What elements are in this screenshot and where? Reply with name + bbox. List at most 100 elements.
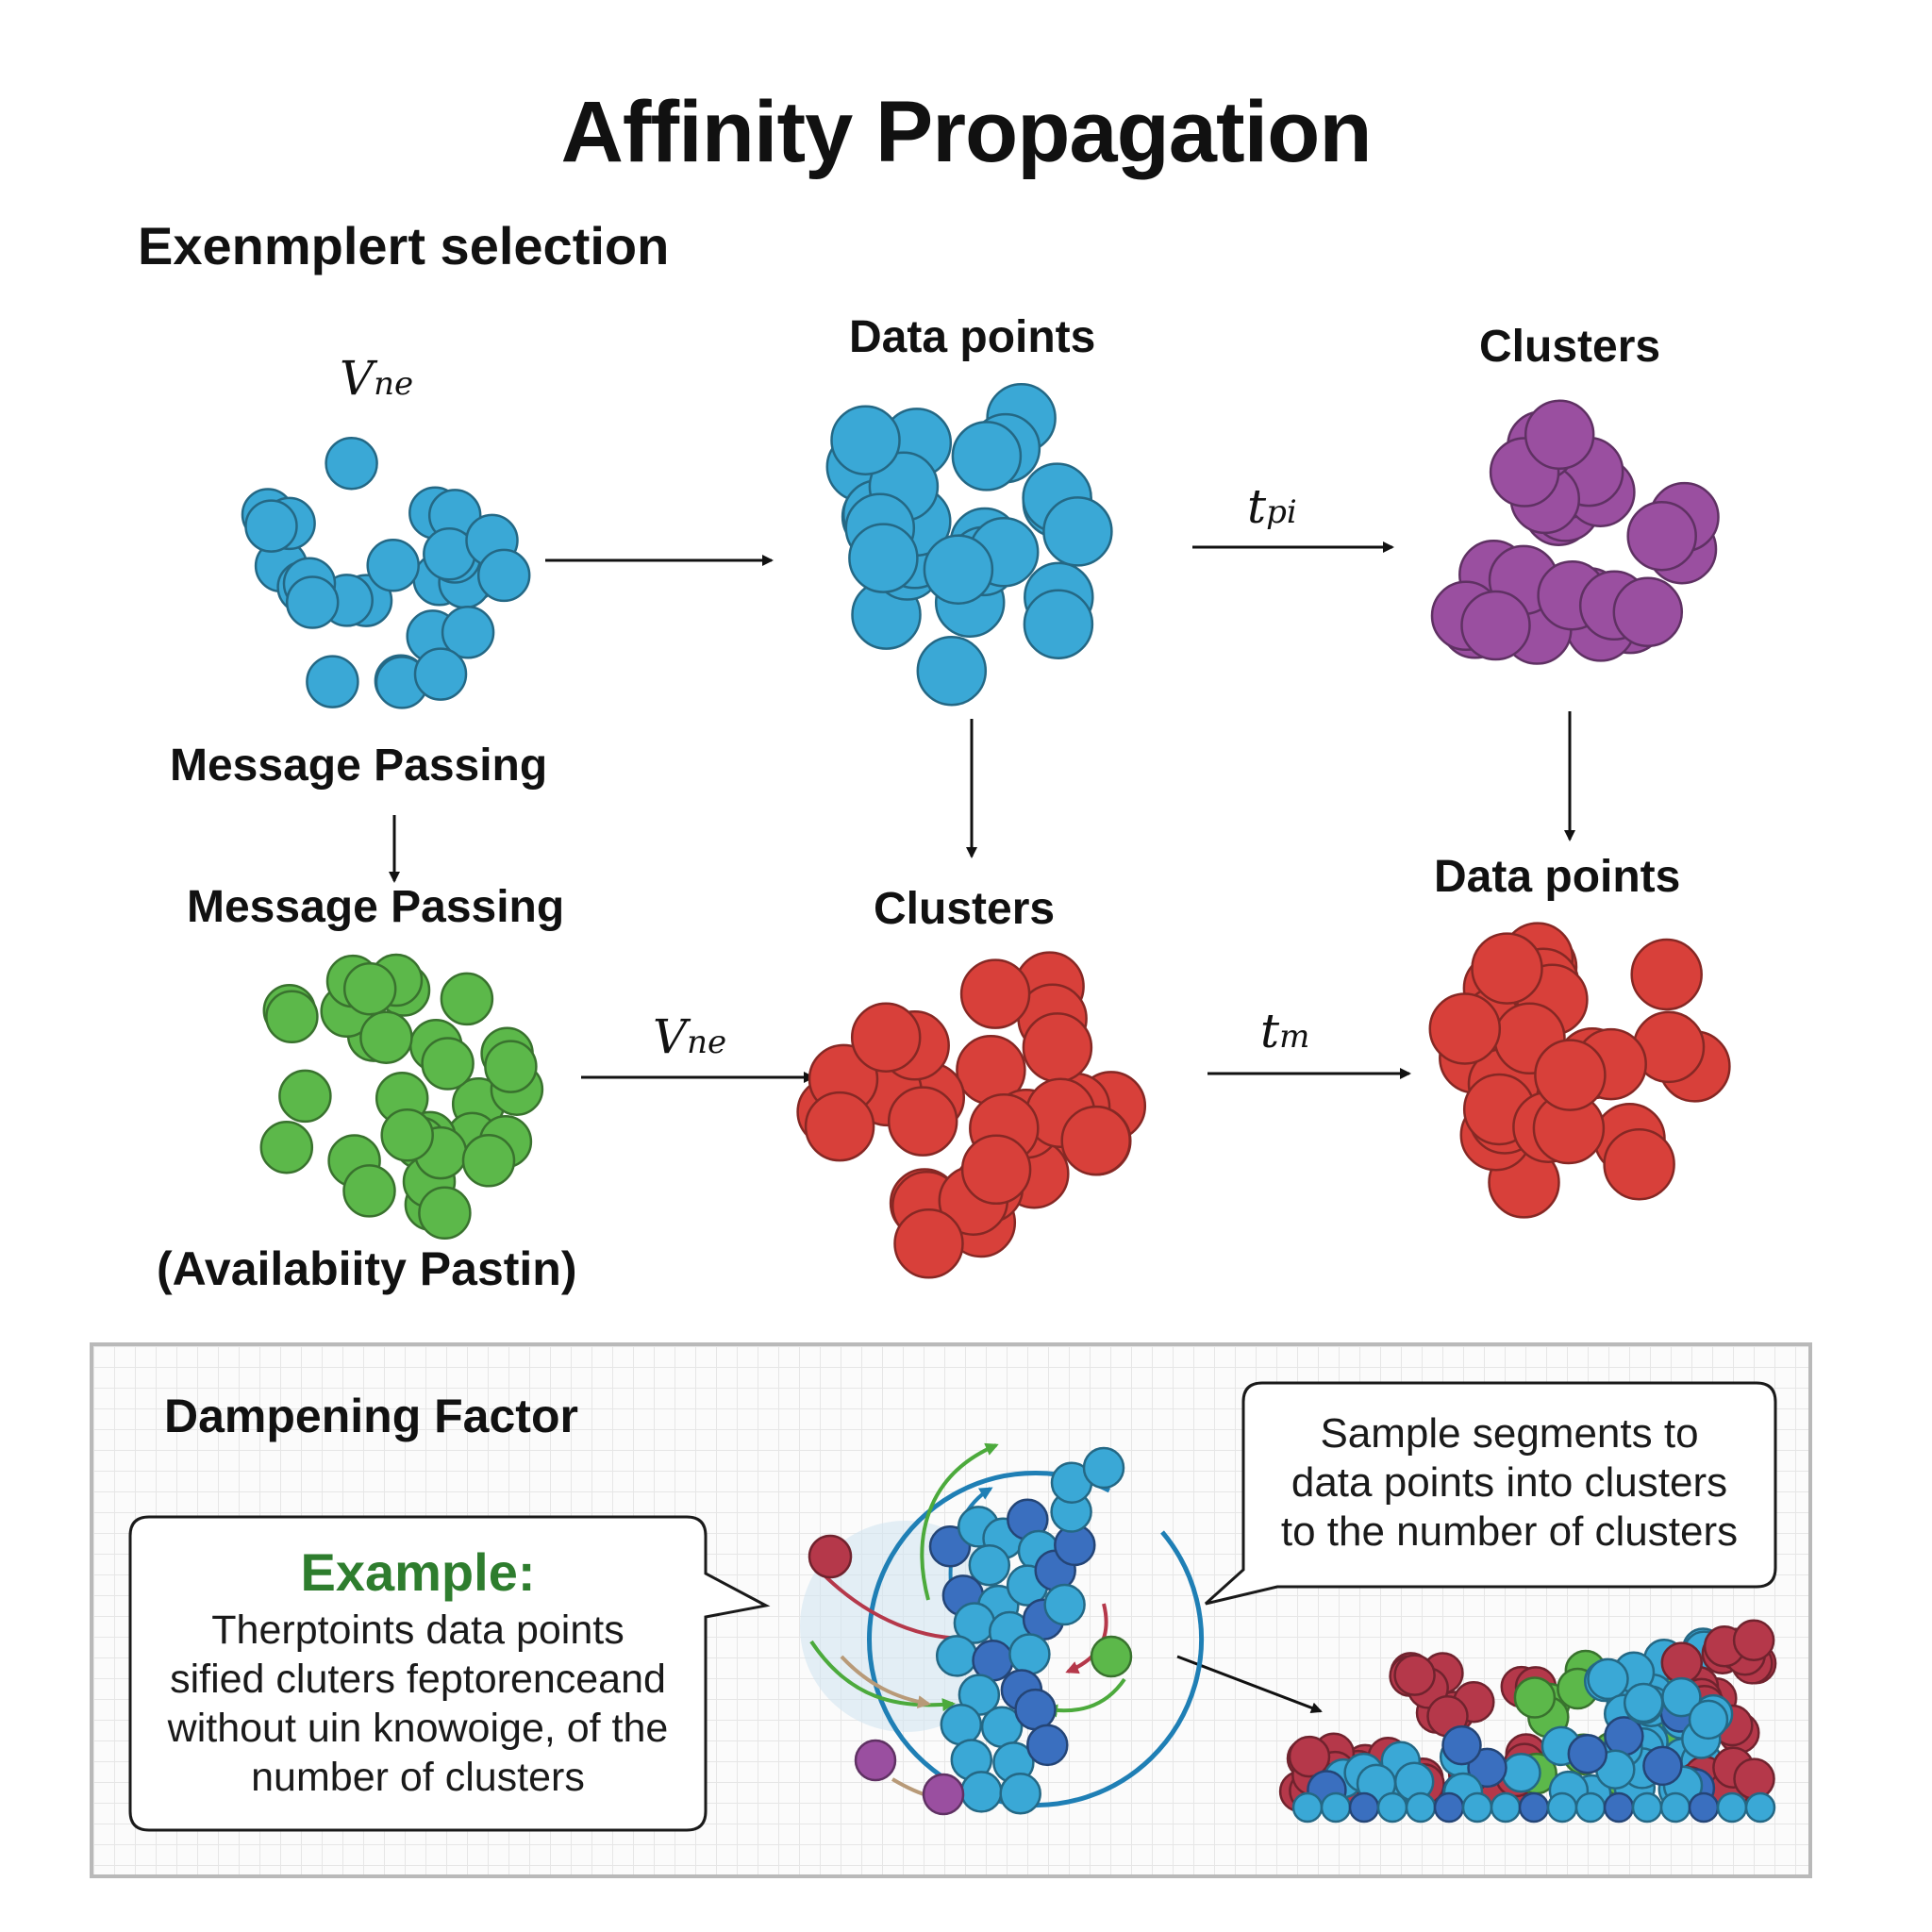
sample-bubble [1204, 1381, 1777, 1606]
clusters-mid-label: Clusters [874, 884, 1056, 934]
cluster-dot [1642, 1745, 1683, 1787]
green-cluster [259, 953, 544, 1241]
cluster-dot [1288, 1735, 1331, 1778]
cluster-dot [440, 972, 494, 1026]
blue-cluster-left [241, 436, 531, 709]
cluster-dot [1630, 938, 1703, 1011]
base-dot [1603, 1791, 1635, 1824]
cluster-dot [325, 436, 378, 491]
base-dot [1631, 1791, 1663, 1824]
cluster-dot [940, 1703, 983, 1746]
node-green [1090, 1635, 1133, 1678]
cluster-dot [359, 1010, 413, 1064]
base-dot [1744, 1791, 1776, 1824]
base-dot [1291, 1791, 1324, 1824]
sample-line-1: Sample segments to [1320, 1410, 1699, 1457]
cluster-dot [960, 1134, 1032, 1206]
cluster-dot [1043, 1583, 1086, 1626]
example-bubble [128, 1515, 771, 1832]
cluster-dot [285, 575, 340, 629]
node-maroon [808, 1534, 853, 1579]
cluster-dot [441, 606, 495, 659]
cluster-dot [1023, 589, 1094, 659]
cluster-dot [935, 1635, 978, 1677]
cluster-dot [804, 1091, 875, 1162]
cluster-dot [476, 548, 531, 603]
cluster-dot [278, 1069, 332, 1124]
cluster-dot [887, 1086, 958, 1157]
example-line-2: sified cluters feptorenceand [170, 1657, 666, 1702]
cluster-dot [1660, 1641, 1704, 1684]
purple-cluster [1430, 399, 1720, 665]
vne-mid-label: Vne [653, 1009, 727, 1064]
example-line-1: Therptoints data points [211, 1607, 625, 1653]
vne-top-label: Vne [340, 351, 414, 406]
example-title: Example: [300, 1542, 536, 1602]
cluster-dot [484, 1040, 538, 1093]
base-dot [1688, 1791, 1720, 1824]
message-passing-label-1: Message Passing [170, 741, 548, 791]
base-dot [1461, 1791, 1493, 1824]
cluster-dot [342, 1164, 396, 1218]
cluster-dot [1026, 1724, 1069, 1767]
cluster-dot [1587, 1657, 1629, 1701]
dampening-heading: Dampening Factor [164, 1390, 578, 1442]
base-dot [1659, 1791, 1691, 1824]
cluster-dot [850, 1002, 922, 1073]
cluster-dot [265, 990, 319, 1044]
cluster-dot [1441, 1724, 1482, 1766]
cluster-dot [1014, 1688, 1057, 1731]
sample-line-3: to the number of clusters [1280, 1508, 1739, 1555]
subtitle: Exenmplert selection [138, 216, 670, 275]
cluster-dot [259, 1120, 314, 1174]
cluster-dot [1060, 1105, 1131, 1176]
node-top [1082, 1446, 1125, 1490]
cluster-dot [928, 1525, 972, 1568]
cluster-dot [968, 1543, 1011, 1587]
cluster-dot [244, 499, 298, 553]
cluster-dot [1626, 500, 1697, 572]
page-title: Affinity Propagation [560, 84, 1372, 180]
cluster-dot [1534, 1039, 1607, 1111]
cluster-dot [342, 961, 397, 1016]
cluster-dot [1008, 1633, 1051, 1675]
cluster-dot [951, 421, 1023, 491]
blue-cluster-center [825, 382, 1113, 707]
cluster-dot [1688, 1699, 1729, 1740]
cluster-dot [1612, 576, 1684, 648]
example-line-4: number of clusters [251, 1755, 585, 1800]
cluster-dot [418, 1186, 472, 1241]
cluster-dot [1524, 399, 1595, 471]
sample-text-block: Sample segments to data points into clus… [1249, 1409, 1770, 1557]
cluster-dot [1733, 1757, 1775, 1800]
cluster-dot [1623, 1682, 1664, 1724]
cluster-dot [923, 534, 994, 605]
cluster-dot [1022, 1012, 1093, 1083]
cluster-dot [1567, 1733, 1608, 1774]
node-purple-1 [854, 1739, 897, 1782]
base-dot [1376, 1791, 1408, 1824]
data-points-top-label: Data points [849, 312, 1096, 362]
cluster-dot [366, 539, 420, 592]
message-passing-illustration [800, 1442, 1204, 1816]
cluster-dot [461, 1134, 516, 1188]
cluster-dot [916, 635, 988, 707]
cluster-dot [1042, 496, 1113, 567]
red-cluster-right [1428, 922, 1731, 1219]
base-dot [1433, 1791, 1465, 1824]
cluster-dot [306, 655, 359, 708]
base-dot [1490, 1791, 1522, 1824]
cluster-dot [999, 1773, 1041, 1815]
cluster-dot [893, 1208, 964, 1279]
clusters-top-label: Clusters [1479, 322, 1661, 372]
cluster-dot [960, 1771, 1003, 1813]
cluster-dot [1467, 1747, 1507, 1789]
cluster-dot [421, 1037, 475, 1091]
node-purple-2 [922, 1773, 965, 1816]
segment-stack [1278, 1619, 1777, 1824]
base-dot [1518, 1791, 1550, 1824]
example-line-3: without uin knowoige, of the [167, 1706, 669, 1751]
base-dot [1348, 1791, 1380, 1824]
cluster-dot [380, 1108, 434, 1162]
